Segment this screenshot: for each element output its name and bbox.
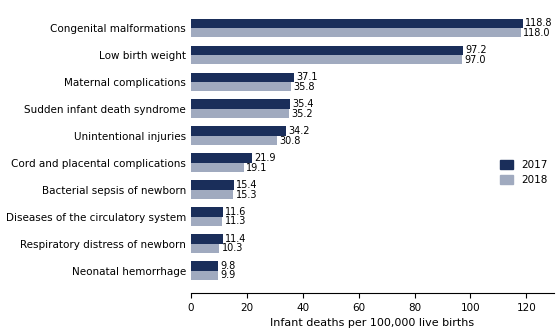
- Text: 34.2: 34.2: [288, 126, 310, 136]
- Text: 9.8: 9.8: [220, 261, 236, 271]
- X-axis label: Infant deaths per 100,000 live births: Infant deaths per 100,000 live births: [270, 318, 475, 328]
- Bar: [190, 153, 252, 163]
- Text: 97.2: 97.2: [465, 45, 487, 55]
- Bar: [190, 55, 462, 64]
- Bar: [190, 45, 463, 55]
- Legend: 2017, 2018: 2017, 2018: [495, 154, 553, 190]
- Bar: [190, 244, 220, 253]
- Text: 15.3: 15.3: [236, 189, 257, 199]
- Bar: [190, 72, 295, 82]
- Bar: [190, 19, 523, 28]
- Text: 118.8: 118.8: [525, 18, 553, 28]
- Bar: [190, 180, 234, 190]
- Bar: [190, 207, 223, 217]
- Text: 97.0: 97.0: [464, 55, 486, 65]
- Bar: [190, 234, 222, 244]
- Bar: [190, 261, 218, 271]
- Bar: [190, 217, 222, 226]
- Text: 35.8: 35.8: [293, 82, 315, 92]
- Text: 37.1: 37.1: [297, 72, 318, 82]
- Bar: [190, 190, 234, 199]
- Bar: [190, 127, 286, 136]
- Text: 11.6: 11.6: [225, 207, 247, 217]
- Text: 35.4: 35.4: [292, 99, 314, 109]
- Text: 21.9: 21.9: [254, 153, 276, 163]
- Bar: [190, 100, 290, 109]
- Bar: [190, 82, 291, 92]
- Bar: [190, 28, 521, 37]
- Text: 35.2: 35.2: [291, 109, 313, 119]
- Text: 10.3: 10.3: [222, 243, 243, 254]
- Bar: [190, 136, 277, 145]
- Text: 9.9: 9.9: [221, 271, 236, 280]
- Text: 15.4: 15.4: [236, 180, 258, 190]
- Text: 30.8: 30.8: [279, 136, 301, 146]
- Text: 19.1: 19.1: [246, 163, 268, 173]
- Text: 11.3: 11.3: [225, 216, 246, 226]
- Text: 11.4: 11.4: [225, 234, 246, 244]
- Bar: [190, 271, 218, 280]
- Text: 118.0: 118.0: [523, 28, 550, 38]
- Bar: [190, 163, 244, 172]
- Bar: [190, 109, 289, 118]
